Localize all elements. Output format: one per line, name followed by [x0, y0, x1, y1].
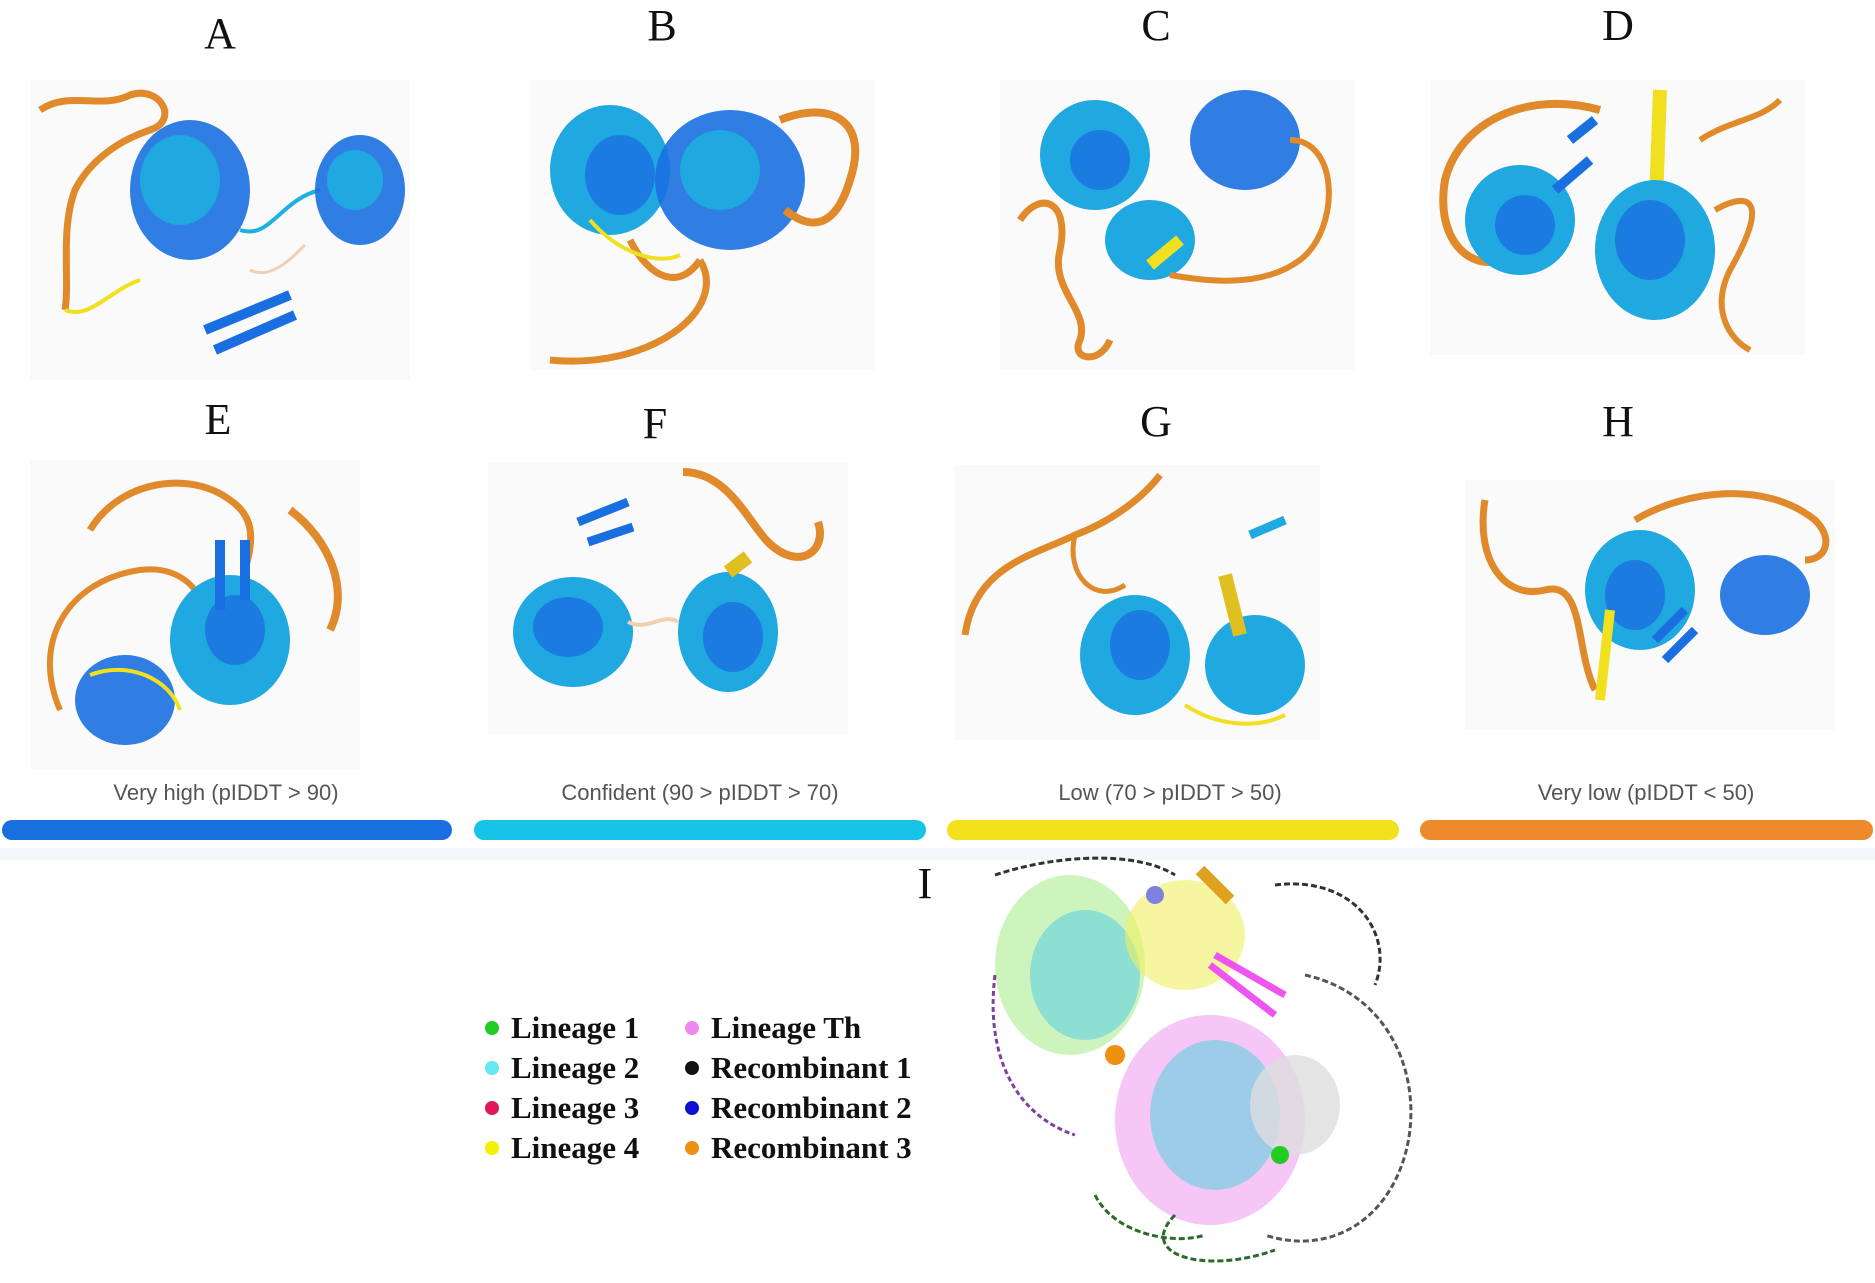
- plddt-bar-confident: [474, 820, 926, 840]
- protein-structure-d: [1439, 89, 1783, 353]
- structure-panel-h: [1465, 480, 1835, 730]
- protein-structure-g: [961, 472, 1305, 726]
- protein-structure-h: [1479, 490, 1830, 701]
- structure-panel-d: [1430, 80, 1805, 355]
- plddt-label-confident: Confident (90 > pIDDT > 70): [561, 780, 839, 805]
- overlay-structure-panel: [975, 855, 1455, 1275]
- legend-label: Lineage Th: [711, 1010, 862, 1045]
- legend-label: Lineage 4: [511, 1130, 640, 1165]
- panel-letter-c: C: [1141, 1, 1171, 50]
- structure-panel-f: [488, 462, 848, 734]
- legend-item-lineage-th: Lineage Th: [685, 1010, 861, 1046]
- legend-dot: [485, 1101, 499, 1115]
- legend-dot: [685, 1021, 699, 1035]
- legend-label: Recombinant 3: [711, 1130, 912, 1165]
- legend-dot: [485, 1021, 499, 1035]
- legend-label: Recombinant 2: [711, 1090, 912, 1125]
- plddt-bar-very-low: [1420, 820, 1873, 840]
- protein-structure-b: [549, 105, 860, 365]
- superimposed-structures: [991, 856, 1413, 1263]
- legend-item-lineage-1: Lineage 1: [485, 1010, 639, 1046]
- legend-item-lineage-4: Lineage 4: [485, 1130, 639, 1166]
- legend-item-lineage-3: Lineage 3: [485, 1090, 639, 1126]
- protein-structure-a: [38, 89, 405, 355]
- structure-panel-g: [955, 465, 1320, 740]
- panel-letter-b: B: [647, 1, 677, 50]
- overlay-legend: Lineage 1 Lineage 2 Lineage 3 Lineage 4 …: [485, 1010, 965, 1180]
- panel-letter-a: A: [204, 9, 236, 58]
- protein-structure-e: [47, 479, 342, 745]
- panel-letter-g: G: [1140, 397, 1172, 446]
- legend-dot: [685, 1141, 699, 1155]
- legend-dot: [485, 1141, 499, 1155]
- legend-dot: [685, 1061, 699, 1075]
- panel-letter-d: D: [1602, 1, 1634, 50]
- plddt-bar-low: [947, 820, 1399, 840]
- legend-label: Recombinant 1: [711, 1050, 912, 1085]
- plddt-label-low: Low (70 > pIDDT > 50): [1058, 780, 1282, 805]
- plddt-label-very-high: Very high (pIDDT > 90): [113, 780, 339, 805]
- panel-letter-i: I: [917, 859, 933, 908]
- legend-label: Lineage 1: [511, 1010, 640, 1045]
- structure-panel-e: [30, 460, 360, 770]
- legend-item-lineage-2: Lineage 2: [485, 1050, 639, 1086]
- legend-dot: [685, 1101, 699, 1115]
- legend-item-recombinant-1: Recombinant 1: [685, 1050, 912, 1086]
- structure-panel-b: [530, 80, 875, 370]
- panel-letter-e: E: [204, 395, 232, 444]
- legend-label: Lineage 2: [511, 1050, 640, 1085]
- legend-item-recombinant-2: Recombinant 2: [685, 1090, 912, 1126]
- structure-panel-a: [30, 80, 410, 380]
- legend-item-recombinant-3: Recombinant 3: [685, 1130, 912, 1166]
- legend-strip: [0, 848, 1875, 860]
- structure-panel-c: [1000, 80, 1355, 370]
- plddt-bar-very-high: [2, 820, 452, 840]
- legend-dot: [485, 1061, 499, 1075]
- protein-structure-f: [513, 468, 824, 692]
- plddt-label-very-low: Very low (pIDDT < 50): [1537, 780, 1755, 805]
- panel-letter-h: H: [1602, 397, 1634, 446]
- legend-label: Lineage 3: [511, 1090, 640, 1125]
- panel-letter-f: F: [642, 399, 668, 448]
- protein-structure-c: [1017, 90, 1332, 361]
